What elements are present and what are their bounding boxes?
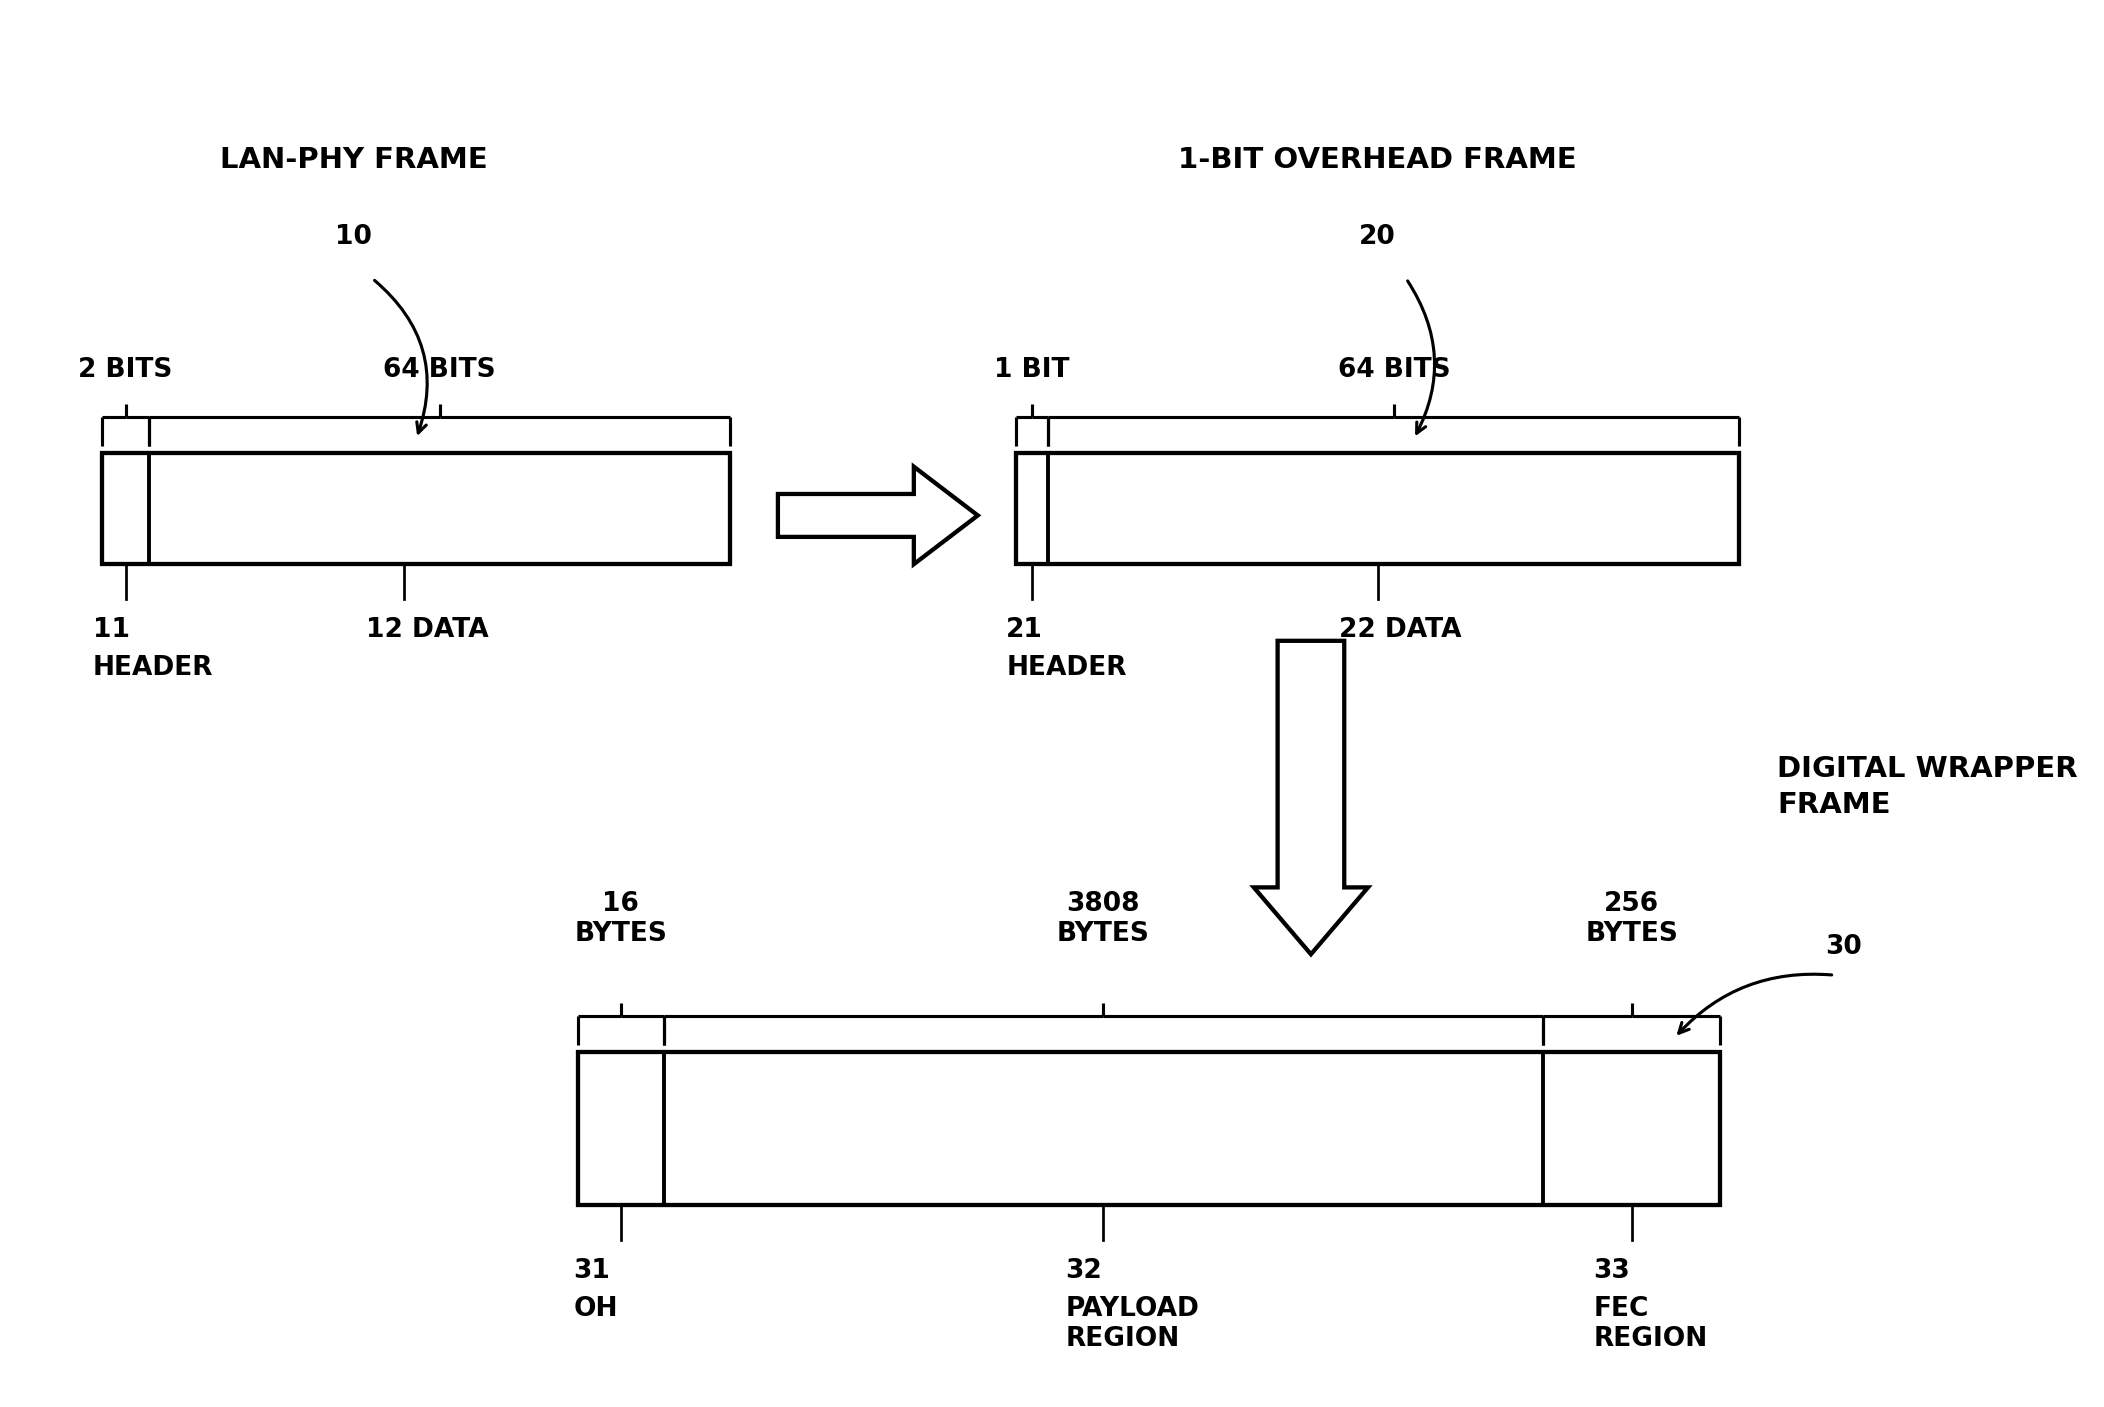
Text: 1 BIT: 1 BIT xyxy=(995,357,1071,383)
Text: 64 BITS: 64 BITS xyxy=(383,357,497,383)
Text: 32: 32 xyxy=(1065,1258,1102,1285)
Text: HEADER: HEADER xyxy=(93,654,213,681)
Text: DIGITAL WRAPPER
FRAME: DIGITAL WRAPPER FRAME xyxy=(1778,754,2079,819)
Text: 1-BIT OVERHEAD FRAME: 1-BIT OVERHEAD FRAME xyxy=(1178,146,1576,174)
Bar xyxy=(579,1052,1721,1204)
Text: 64 BITS: 64 BITS xyxy=(1338,357,1450,383)
Text: 31: 31 xyxy=(572,1258,610,1285)
Text: 20: 20 xyxy=(1359,224,1395,250)
Text: 256
BYTES: 256 BYTES xyxy=(1584,891,1679,947)
Polygon shape xyxy=(1254,640,1368,954)
Text: PAYLOAD
REGION: PAYLOAD REGION xyxy=(1065,1296,1199,1352)
Text: LAN-PHY FRAME: LAN-PHY FRAME xyxy=(219,146,488,174)
Text: 12 DATA: 12 DATA xyxy=(366,618,488,643)
Text: 2 BITS: 2 BITS xyxy=(78,357,173,383)
Text: HEADER: HEADER xyxy=(1006,654,1128,681)
Text: 33: 33 xyxy=(1593,1258,1631,1285)
Polygon shape xyxy=(778,467,978,564)
Text: 10: 10 xyxy=(335,224,372,250)
Text: OH: OH xyxy=(572,1296,619,1321)
Text: 11: 11 xyxy=(93,618,130,643)
Text: 30: 30 xyxy=(1824,934,1862,961)
Text: FEC
REGION: FEC REGION xyxy=(1593,1296,1708,1352)
Bar xyxy=(103,453,730,564)
Text: 22 DATA: 22 DATA xyxy=(1340,618,1462,643)
Text: 21: 21 xyxy=(1006,618,1044,643)
Bar xyxy=(1016,453,1740,564)
Text: 3808
BYTES: 3808 BYTES xyxy=(1056,891,1151,947)
Text: 16
BYTES: 16 BYTES xyxy=(574,891,667,947)
